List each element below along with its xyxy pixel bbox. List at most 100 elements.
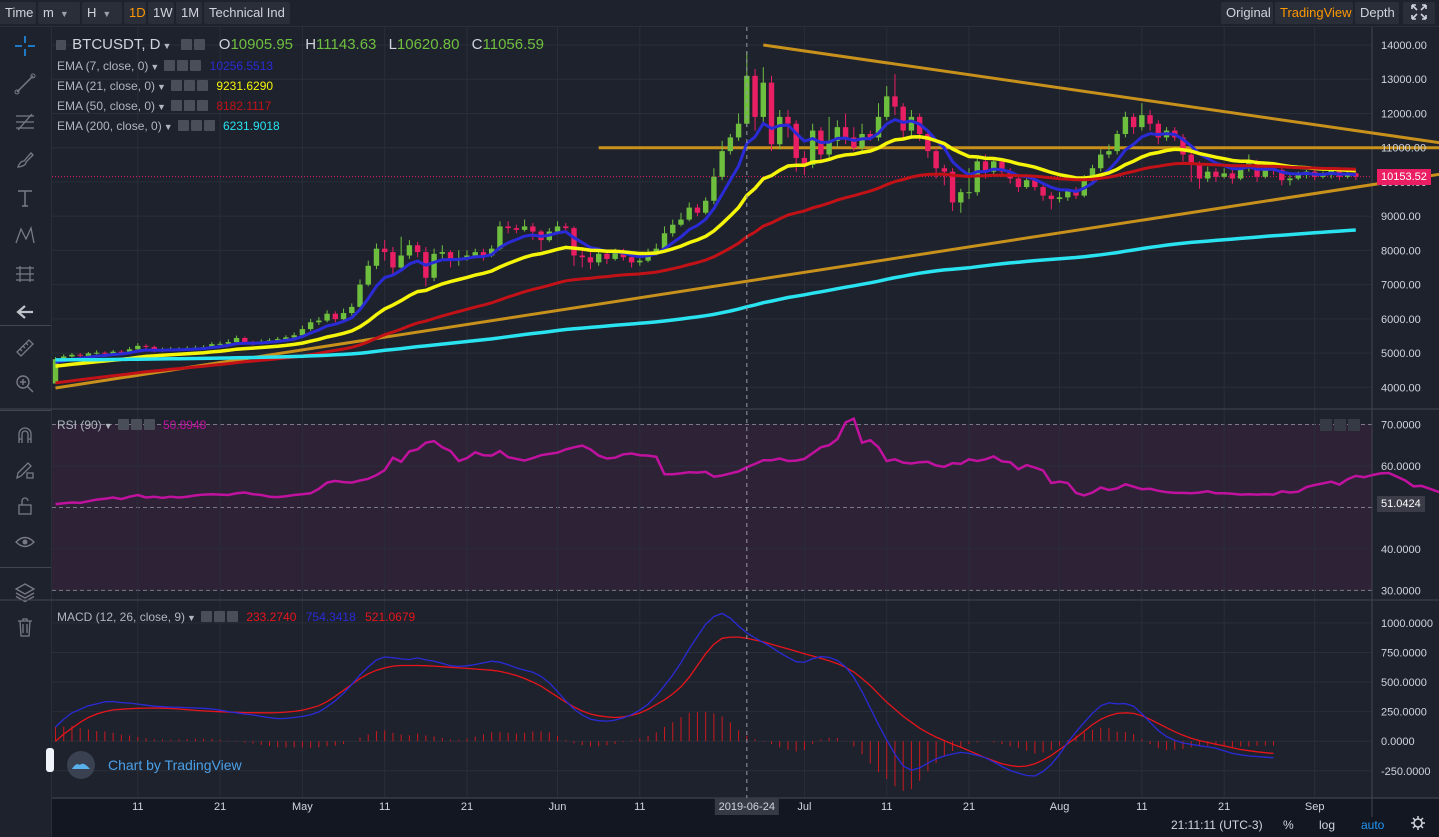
macd-tick-label: 750.0000 [1381,647,1427,659]
move-down-icon[interactable] [1334,419,1346,431]
brush-tool[interactable] [8,145,42,175]
settings-icon[interactable] [177,60,189,71]
settings-icon[interactable] [193,39,205,50]
hours-interval-dropdown[interactable]: H ▼ [82,2,122,24]
hours-interval-label: H [87,5,97,20]
pattern-tool[interactable] [8,221,42,251]
view-tradingview-button[interactable]: TradingView [1275,2,1353,24]
move-up-icon[interactable] [1320,419,1332,431]
fullscreen-button[interactable] [1403,2,1435,24]
chart-settings-button[interactable] [1411,816,1425,833]
fib-tool[interactable] [8,107,42,137]
candles [52,51,1359,384]
settings-icon[interactable] [183,100,195,111]
close-icon[interactable] [196,100,208,111]
close-icon[interactable] [1348,419,1360,431]
trendline-tool[interactable] [8,69,42,99]
eye-icon[interactable] [177,120,189,131]
eye-icon[interactable] [200,611,212,622]
settings-icon[interactable] [213,611,225,622]
chevron-down-icon[interactable]: ▼ [163,122,173,132]
eye-icon[interactable] [170,80,182,91]
settings-icon[interactable] [183,80,195,91]
remove-drawings-tool[interactable] [8,612,42,642]
collapse-handle[interactable] [46,748,54,772]
zoom-tool[interactable] [8,369,42,399]
macd-pane [55,612,1275,791]
low-label: L [388,36,397,53]
candle-body [513,228,520,230]
candle-body [242,338,248,343]
minutes-interval-label: m [43,5,54,20]
collapse-icon[interactable] [56,40,66,50]
view-original-button[interactable]: Original [1221,2,1273,24]
close-icon[interactable] [143,419,155,430]
candle-body [678,219,684,225]
arrow-tool[interactable] [8,297,42,327]
eye-icon[interactable] [180,39,192,50]
candle-body [793,123,799,158]
price-tick-label: 13000.00 [1381,74,1427,86]
rsi-label[interactable]: RSI (90) [57,418,102,432]
chevron-down-icon[interactable]: ▼ [162,41,172,51]
view-depth-button[interactable]: Depth [1355,2,1399,24]
symbol-name[interactable]: BTCUSDT, D [72,36,161,53]
settings-icon[interactable] [190,120,202,131]
percent-scale-button[interactable]: % [1283,818,1294,832]
interval-1m-button[interactable]: 1M [176,2,202,24]
visibility-tool[interactable] [8,527,42,557]
chevron-down-icon[interactable]: ▼ [103,421,113,431]
ema-200-label[interactable]: EMA (200, close, 0) [57,119,162,133]
candle-body [1213,171,1219,177]
toolbar-divider [0,567,51,568]
candle-body [225,342,232,344]
chevron-down-icon[interactable]: ▼ [150,62,160,72]
high-value: 11143.63 [316,36,377,53]
crosshair-date-label: 2019-06-24 [719,801,775,813]
candle-body [398,255,404,268]
interval-1w-button[interactable]: 1W [148,2,174,24]
settings-icon[interactable] [130,419,142,430]
chevron-down-icon[interactable]: ▼ [187,613,196,623]
ema-7-label[interactable]: EMA (7, close, 0) [57,59,149,73]
time-tick-label: 11 [379,801,390,813]
candle-body [900,106,906,131]
chevron-down-icon[interactable]: ▼ [157,82,166,92]
candle-body [628,257,635,263]
auto-scale-button[interactable]: auto [1361,818,1385,832]
eye-icon[interactable] [170,100,182,111]
ema-50-label[interactable]: EMA (50, close, 0) [57,99,156,113]
interval-1d-button[interactable]: 1D [124,2,146,24]
tradingview-watermark[interactable]: Chart by TradingView [66,750,242,780]
axes: 14000.0013000.0012000.0011000.0010000.00… [132,40,1433,813]
eye-icon[interactable] [164,60,176,71]
macd-tick-label: 250.0000 [1381,707,1427,719]
candle-body [283,337,289,340]
chevron-down-icon[interactable]: ▼ [157,102,166,112]
ema-21-label[interactable]: EMA (21, close, 0) [57,79,156,93]
unlock-tool[interactable] [8,491,42,521]
close-icon[interactable] [190,60,202,71]
log-scale-button[interactable]: log [1319,818,1336,832]
rsi-pane [55,416,1439,506]
measure-tool[interactable] [8,333,42,363]
macd-label[interactable]: MACD (12, 26, close, 9) [57,610,186,624]
price-tick-label: 8000.00 [1381,245,1421,257]
eye-icon[interactable] [117,419,129,430]
close-icon[interactable] [226,611,238,622]
minutes-interval-dropdown[interactable]: m ▼ [38,2,80,24]
crosshair-tool[interactable] [8,31,42,61]
time-button[interactable]: Time [0,2,36,24]
object-tree-tool[interactable] [8,577,42,607]
drawing-toolbar [0,27,52,837]
magnet-tool[interactable] [8,420,42,450]
candle-body [991,161,997,172]
close-icon[interactable] [196,80,208,91]
candle-body [859,133,865,148]
close-icon[interactable] [203,120,215,131]
prediction-tool[interactable] [8,259,42,289]
lock-drawings-tool[interactable] [8,455,42,485]
text-tool[interactable] [8,183,42,213]
technical-indicators-button[interactable]: Technical Ind [204,2,290,24]
